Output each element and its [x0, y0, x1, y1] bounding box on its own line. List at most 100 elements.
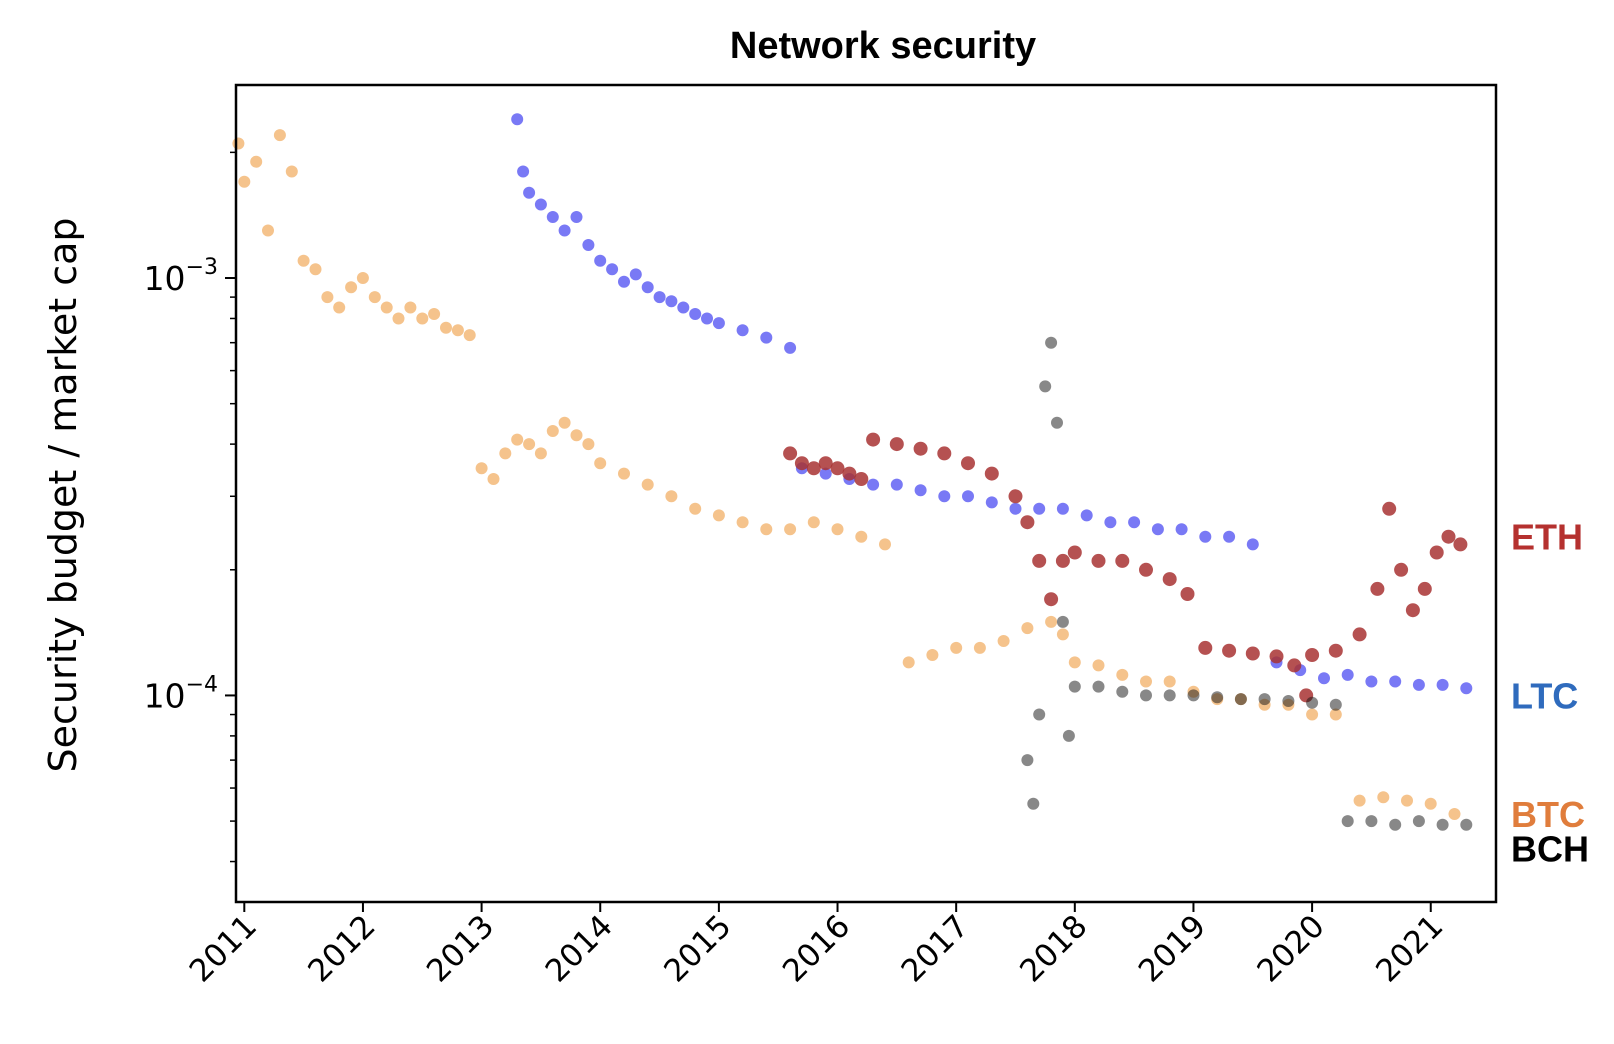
- series-eth: [783, 432, 1468, 703]
- point-btc: [487, 473, 500, 485]
- point-btc: [428, 308, 441, 320]
- point-ltc: [712, 317, 725, 330]
- series-btc: [232, 129, 1461, 820]
- point-btc: [902, 656, 915, 669]
- point-ltc: [1460, 682, 1473, 695]
- point-btc: [736, 516, 749, 529]
- point-ltc: [985, 496, 998, 509]
- point-btc: [973, 641, 986, 654]
- point-btc: [689, 502, 702, 515]
- point-ltc: [558, 224, 571, 237]
- point-btc: [1377, 791, 1390, 804]
- point-eth: [1328, 643, 1343, 658]
- point-btc: [546, 425, 559, 437]
- point-btc: [309, 263, 322, 276]
- point-btc: [1068, 656, 1081, 669]
- point-btc: [570, 429, 583, 442]
- point-ltc: [641, 281, 654, 294]
- point-ltc: [546, 211, 559, 223]
- point-btc: [380, 301, 393, 314]
- series-label-btc: BTC: [1511, 794, 1585, 835]
- point-ltc: [890, 478, 903, 491]
- point-eth: [1287, 658, 1302, 673]
- point-btc: [712, 509, 725, 522]
- point-eth: [961, 456, 975, 471]
- y-axis-label: Security budget / market cap: [41, 217, 85, 772]
- point-eth: [1305, 648, 1320, 662]
- point-eth: [1020, 515, 1035, 530]
- point-btc: [285, 165, 298, 178]
- point-ltc: [1365, 675, 1378, 688]
- point-eth: [818, 456, 833, 471]
- y-axis-ticks: 10−3 10−4: [144, 151, 236, 863]
- point-btc: [582, 438, 595, 451]
- series-label-eth: ETH: [1511, 517, 1583, 558]
- x-axis-ticks: 2011 2012 2013 2014 2015 2016 2017 2018 2019 2020…: [183, 902, 1450, 989]
- point-eth: [842, 466, 857, 481]
- point-btc: [1056, 628, 1069, 641]
- point-bch: [1412, 815, 1425, 828]
- point-eth: [1008, 489, 1023, 504]
- point-bch: [1051, 416, 1063, 429]
- point-ltc: [523, 186, 536, 199]
- point-bch: [1306, 696, 1319, 709]
- point-ltc: [784, 341, 797, 354]
- point-btc: [250, 155, 263, 168]
- point-ltc: [1080, 509, 1093, 522]
- point-eth: [1091, 553, 1106, 568]
- point-ltc: [1389, 675, 1402, 688]
- point-btc: [534, 447, 547, 460]
- plot-area-frame: [234, 83, 1498, 904]
- point-btc: [665, 490, 678, 503]
- point-eth: [1180, 587, 1195, 601]
- point-btc: [345, 281, 358, 294]
- point-bch: [1258, 693, 1271, 706]
- point-eth: [1394, 562, 1409, 577]
- point-ltc: [1175, 523, 1188, 536]
- point-ltc: [736, 324, 749, 337]
- point-eth: [1429, 545, 1444, 560]
- point-eth: [1382, 501, 1397, 516]
- x-tick-label: 2021: [1369, 908, 1450, 989]
- point-btc: [475, 462, 488, 475]
- point-ltc: [618, 275, 630, 288]
- point-btc: [499, 447, 512, 460]
- point-eth: [1198, 640, 1213, 655]
- point-ltc: [1104, 516, 1117, 529]
- point-bch: [1033, 708, 1046, 721]
- point-eth: [1162, 572, 1177, 587]
- point-btc: [1424, 797, 1437, 810]
- point-btc: [262, 224, 274, 237]
- point-btc: [368, 291, 381, 304]
- point-bch: [1460, 818, 1473, 831]
- series-label-bch: BCH: [1511, 828, 1589, 869]
- point-btc: [618, 467, 630, 480]
- point-btc: [392, 312, 405, 325]
- point-ltc: [1223, 530, 1236, 543]
- point-btc: [1353, 794, 1366, 807]
- point-ltc: [1033, 502, 1046, 515]
- series-ltc: [511, 113, 1473, 695]
- point-ltc: [517, 165, 530, 178]
- point-bch: [1140, 689, 1152, 702]
- x-tick-label: 2018: [1013, 908, 1094, 989]
- point-btc: [641, 478, 654, 491]
- point-bch: [1068, 680, 1081, 693]
- point-ltc: [1318, 672, 1330, 685]
- point-ltc: [594, 254, 607, 267]
- point-btc: [321, 291, 334, 304]
- point-btc: [807, 516, 820, 529]
- point-ltc: [677, 301, 690, 314]
- x-tick-label: 2019: [1132, 908, 1213, 989]
- point-btc: [451, 324, 464, 337]
- point-eth: [830, 461, 845, 476]
- point-btc: [558, 416, 571, 429]
- point-ltc: [1009, 502, 1022, 515]
- point-bch: [1092, 680, 1105, 693]
- point-btc: [523, 438, 536, 451]
- point-ltc: [606, 263, 619, 276]
- point-eth: [937, 446, 952, 461]
- point-bch: [1045, 336, 1058, 349]
- point-eth: [1441, 529, 1456, 544]
- point-ltc: [511, 113, 524, 126]
